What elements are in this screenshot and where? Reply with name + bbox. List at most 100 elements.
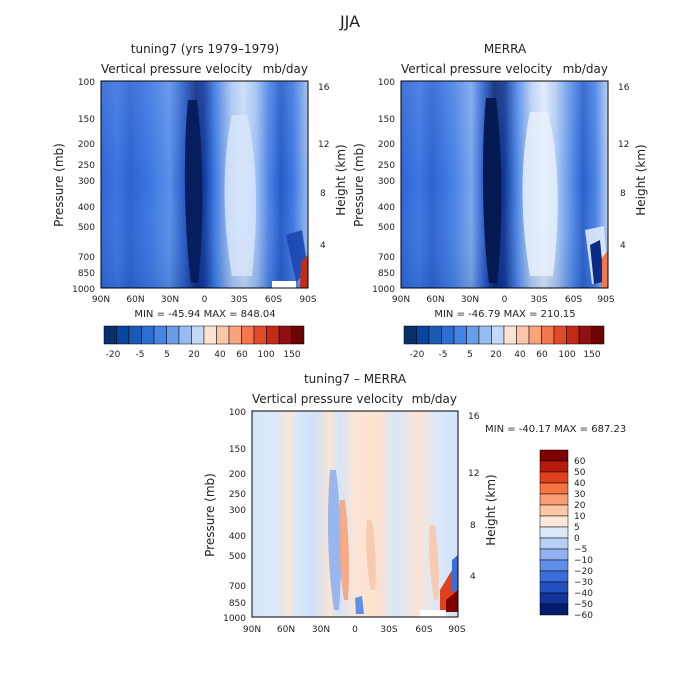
x-axis-ticks: 90N 60N 30N 0 30S 60S 90S xyxy=(92,295,317,305)
colorbar-label: 20 xyxy=(574,501,586,511)
panel-subtitle-variable: Vertical pressure velocity xyxy=(101,62,252,76)
y-tick-label: 150 xyxy=(229,445,246,455)
colorbar-label: 30 xyxy=(574,490,586,500)
colorbar-label: −20 xyxy=(574,567,593,577)
axes: 90N 60N 30N 0 30S 60S 90S 100 150 200 25… xyxy=(352,78,648,305)
colorbar-label: 0 xyxy=(574,534,580,544)
height-tick-label: 4 xyxy=(620,241,626,251)
panel-title: tuning7 (yrs 1979–1979) xyxy=(131,42,279,56)
plot-frame xyxy=(251,410,459,618)
colorbar-label: 5 xyxy=(164,350,170,360)
colorbar-label: −10 xyxy=(574,556,593,566)
colorbar-cell xyxy=(103,325,117,345)
y-tick-label: 1000 xyxy=(72,285,95,295)
y-tick-label: 850 xyxy=(78,269,95,279)
y-tick-label: 250 xyxy=(78,161,95,171)
x-tick-label: 30S xyxy=(380,625,397,635)
x-tick-label: 90S xyxy=(597,295,614,305)
plot-frame xyxy=(100,80,309,289)
colorbar-cell xyxy=(478,325,492,345)
height-tick-label: 8 xyxy=(470,521,476,531)
x-tick-label: 60N xyxy=(426,295,444,305)
height-tick-label: 12 xyxy=(618,140,629,150)
y-tick-label: 150 xyxy=(378,115,395,125)
colorbar-cell xyxy=(516,325,530,345)
x-tick-label: 30S xyxy=(230,295,247,305)
colorbar-cell xyxy=(466,325,480,345)
x-axis-ticks: 90N 60N 30N 0 30S 60S 90S xyxy=(243,625,466,635)
y-axis-label: Pressure (mb) xyxy=(352,143,366,227)
height-tick-label: 16 xyxy=(618,83,630,93)
panel-difference: tuning7 – MERRA Vertical pressure veloci… xyxy=(203,372,626,635)
colorbar-cell xyxy=(416,325,430,345)
panel-merra: MERRA Vertical pressure velocity mb/day … xyxy=(352,42,648,360)
y-axis-label: Pressure (mb) xyxy=(203,473,217,557)
y-tick-label: 1000 xyxy=(223,614,246,624)
colorbar-cell xyxy=(528,325,542,345)
y-axis-ticks: 100 150 200 250 300 400 500 700 850 1000 xyxy=(372,78,395,295)
x-tick-label: 60S xyxy=(565,295,582,305)
colorbar-label: -20 xyxy=(106,350,121,360)
colorbar-cell xyxy=(539,581,569,594)
colorbar-cell xyxy=(191,325,205,345)
y-axis-ticks: 100 150 200 250 300 400 500 700 850 1000 xyxy=(72,78,95,295)
colorbar-cell xyxy=(253,325,267,345)
colorbar-cell xyxy=(539,471,569,484)
min-max-stats: MIN = -45.94 MAX = 848.04 xyxy=(134,309,275,320)
y-tick-label: 400 xyxy=(378,203,395,213)
colorbar-cell xyxy=(539,482,569,495)
plot-frame xyxy=(400,80,609,289)
colorbar-label: −50 xyxy=(574,600,593,610)
colorbar-cell xyxy=(403,325,417,345)
y-axis-right-label: Height (km) xyxy=(634,144,648,215)
colorbar-cell xyxy=(128,325,142,345)
colorbar-cell xyxy=(228,325,242,345)
colorbar-label: −60 xyxy=(574,611,593,621)
colorbar-cell xyxy=(503,325,517,345)
height-tick-label: 16 xyxy=(468,412,480,422)
x-tick-label: 30N xyxy=(312,625,330,635)
height-tick-label: 16 xyxy=(318,83,330,93)
colorbar-label: 150 xyxy=(283,350,300,360)
colorbar-cell xyxy=(266,325,280,345)
colorbar-cell xyxy=(539,592,569,605)
y-axis-right-label: Height (km) xyxy=(484,474,498,545)
colorbar-label: 20 xyxy=(188,350,200,360)
colorbar-cells xyxy=(103,325,305,345)
y-tick-label: 200 xyxy=(78,140,95,150)
y-tick-label: 100 xyxy=(378,78,395,88)
height-tick-label: 12 xyxy=(318,140,329,150)
colorbar-label: 60 xyxy=(536,350,548,360)
y-tick-label: 500 xyxy=(229,552,246,562)
colorbar-cell xyxy=(539,559,569,572)
colorbar-cell xyxy=(591,325,605,345)
contour-field xyxy=(252,411,458,617)
colorbar-cell xyxy=(116,325,130,345)
colorbar-cell xyxy=(216,325,230,345)
panel-subtitle-variable: Vertical pressure velocity xyxy=(401,62,552,76)
colorbar-label: -5 xyxy=(136,350,145,360)
colorbar-cell xyxy=(428,325,442,345)
y-tick-label: 850 xyxy=(229,599,246,609)
colorbar-label: −5 xyxy=(574,545,587,555)
x-tick-label: 60N xyxy=(126,295,144,305)
colorbar-cell xyxy=(539,515,569,528)
colorbar-label: 50 xyxy=(574,468,586,478)
y-tick-label: 100 xyxy=(78,78,95,88)
colorbar-cell xyxy=(539,537,569,550)
x-tick-label: 30N xyxy=(161,295,179,305)
colorbar-label: −30 xyxy=(574,578,593,588)
colorbar-cell xyxy=(539,449,569,462)
x-tick-label: 90S xyxy=(299,295,316,305)
x-tick-label: 90N xyxy=(243,625,261,635)
colorbar-cell xyxy=(553,325,567,345)
height-tick-label: 4 xyxy=(470,572,476,582)
panel-title: MERRA xyxy=(484,42,527,56)
panel-tuning7: tuning7 (yrs 1979–1979) Vertical pressur… xyxy=(52,42,348,360)
colorbar-cell xyxy=(539,493,569,506)
height-tick-label: 12 xyxy=(468,469,479,479)
colorbar-cell xyxy=(539,526,569,539)
